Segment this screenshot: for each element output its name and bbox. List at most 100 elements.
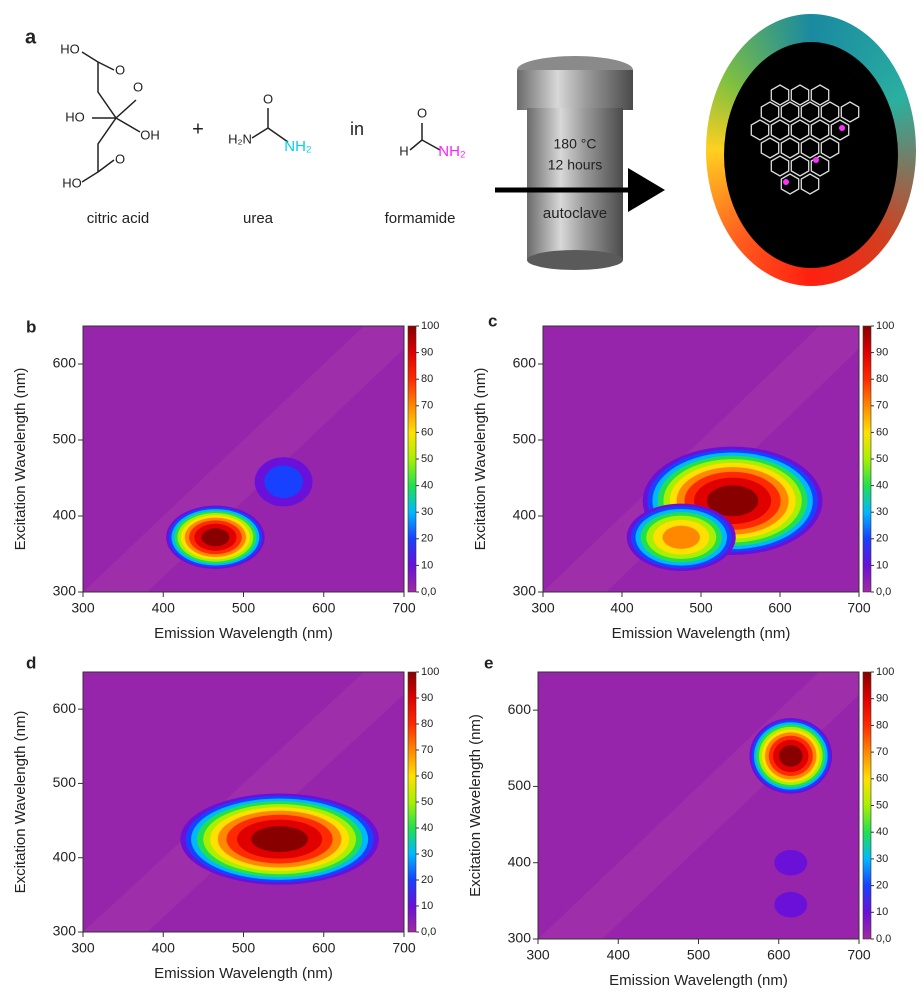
heatmap: [83, 326, 404, 592]
x-tick-label: 500: [232, 600, 256, 616]
x-tick-label: 400: [152, 600, 176, 616]
hexagon: [770, 119, 790, 141]
x-tick-label: 300: [71, 940, 95, 956]
hexagon: [770, 155, 790, 177]
colorbar-tick-label: 70: [876, 400, 888, 412]
colorbar-tick-label: 100: [876, 666, 894, 678]
colorbar-tick-label: 50: [421, 796, 433, 808]
colorbar-tick-label: 90: [421, 347, 433, 359]
compound-name: formamide: [385, 210, 456, 227]
y-axis-title: Excitation Wavelength (nm): [467, 714, 484, 897]
x-axis-title: Emission Wavelength (nm): [154, 625, 333, 642]
x-tick-label: 300: [526, 947, 550, 963]
vessel-body: [527, 108, 623, 260]
atom-label: O: [417, 105, 427, 120]
colorbar-tick-label: 70: [421, 744, 433, 756]
colorbar: [407, 325, 417, 593]
hexagon: [790, 119, 810, 141]
colorbar-tick-label: 20: [876, 880, 888, 892]
colorbar: [407, 671, 417, 933]
atom-label: HO: [62, 175, 82, 190]
x-axis-title: Emission Wavelength (nm): [609, 972, 788, 989]
colorbar-tick-label: 40: [876, 480, 888, 492]
compound-name: citric acid: [87, 210, 150, 227]
y-axis-title: Excitation Wavelength (nm): [12, 711, 29, 894]
x-axis-title: Emission Wavelength (nm): [154, 965, 333, 982]
hexagon: [780, 101, 800, 123]
y-tick-label: 400: [53, 848, 77, 864]
arrow-head: [628, 168, 665, 212]
citric-acid-bonds: [81, 51, 141, 183]
y-tick-label: 300: [508, 930, 532, 946]
y-tick-label: 400: [513, 507, 537, 523]
condition: 12 hours: [548, 157, 602, 173]
x-tick-label: 400: [152, 940, 176, 956]
heatmap: [83, 672, 404, 932]
intensity-contour: [251, 826, 308, 853]
x-tick-label: 300: [531, 600, 555, 616]
colorbar: [862, 671, 872, 940]
y-tick-label: 600: [508, 701, 532, 717]
colorbar-tick-label: 100: [421, 666, 439, 678]
y-tick-label: 600: [53, 700, 77, 716]
y-tick-label: 500: [508, 777, 532, 793]
colorbar-tick-label: 50: [876, 453, 888, 465]
nitrogen-dot: [839, 125, 845, 131]
colorbar-tick-label: 80: [876, 373, 888, 385]
colorbar-tick-label: 30: [421, 848, 433, 860]
intensity-contour: [778, 745, 803, 767]
colorbar-tick-label: 70: [876, 746, 888, 758]
x-tick-label: 700: [392, 600, 416, 616]
colorbar-tick-label: 100: [421, 320, 439, 332]
y-tick-label: 600: [513, 355, 537, 371]
vessel-base: [527, 250, 623, 270]
plus-sign: +: [192, 118, 204, 140]
x-tick-label: 400: [607, 947, 631, 963]
x-tick-label: 600: [767, 947, 791, 963]
atom-label: O: [263, 91, 273, 106]
colorbar-tick-label: 80: [421, 718, 433, 730]
y-tick-label: 300: [53, 583, 77, 599]
y-axis-title: Excitation Wavelength (nm): [472, 368, 489, 551]
heatmap: [543, 326, 859, 592]
colorbar-tick-label: 20: [421, 533, 433, 545]
colorbar-tick-label: 100: [876, 320, 894, 332]
colorbar-tick-label: 30: [876, 853, 888, 865]
panel-label: a: [25, 26, 37, 48]
hexagon: [800, 101, 820, 123]
intensity-contour: [201, 528, 230, 547]
intensity-contour: [706, 485, 759, 517]
colorbar-tick-label: 60: [876, 773, 888, 785]
y-tick-label: 500: [513, 431, 537, 447]
nitrogen-dot: [813, 157, 819, 163]
x-tick-label: 500: [232, 940, 256, 956]
colorbar-tick-label: 50: [421, 453, 433, 465]
hexagon: [810, 155, 830, 177]
colorbar-tick-label: 20: [421, 874, 433, 886]
x-tick-label: 700: [847, 947, 871, 963]
colorbar-tick-label: 30: [876, 506, 888, 518]
hexagon: [820, 137, 840, 159]
x-tick-label: 500: [687, 947, 711, 963]
nitrogen-dot: [783, 179, 789, 185]
colorbar-tick-label: 10: [421, 900, 433, 912]
colorbar-tick-label: 90: [421, 692, 433, 704]
colorbar-tick-label: 30: [421, 506, 433, 518]
colorbar-tick-label: 80: [876, 719, 888, 731]
dot-core: [724, 42, 898, 268]
atom-label: H: [399, 143, 408, 158]
y-tick-label: 600: [53, 355, 77, 371]
hexagon: [750, 119, 770, 141]
x-tick-label: 600: [768, 600, 792, 616]
atom-label: O: [115, 62, 125, 77]
scatter-band: [83, 326, 404, 592]
panel-label: e: [484, 653, 493, 672]
x-tick-label: 300: [71, 600, 95, 616]
colorbar-tick-label: 10: [421, 559, 433, 571]
colorbar-tick-label: 60: [421, 426, 433, 438]
intensity-contour: [774, 891, 808, 918]
hexagon: [810, 119, 830, 141]
x-tick-label: 700: [847, 600, 871, 616]
